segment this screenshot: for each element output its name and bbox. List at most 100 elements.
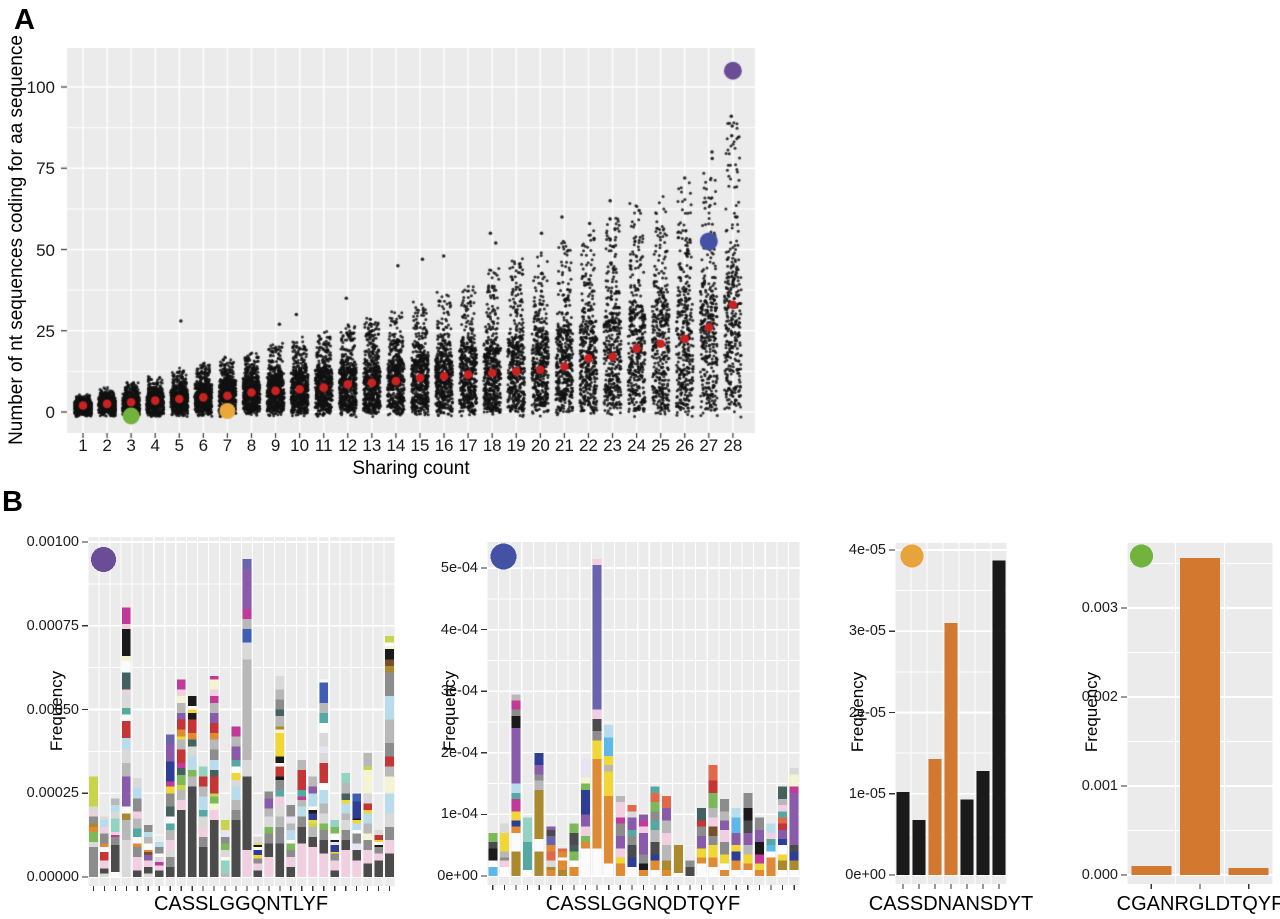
bar-segment (708, 835, 718, 846)
bar-segment (766, 857, 776, 876)
bar-segment (176, 739, 186, 750)
bar-segment (789, 786, 799, 793)
bar-segment (176, 799, 186, 810)
bar-segment (89, 816, 98, 824)
bar-segment (253, 870, 263, 877)
bar-segment (385, 853, 394, 877)
bar-segment (673, 845, 683, 873)
bar-segment (696, 820, 706, 827)
bar-segment (89, 831, 98, 842)
bar-segment (731, 860, 741, 870)
bar-segment (778, 817, 788, 824)
panel-b2-y-tick-label: 0e+00 (437, 868, 478, 884)
bar-segment (209, 810, 219, 821)
bar-segment (286, 816, 296, 824)
bar-segment (209, 722, 219, 733)
bar-segment (198, 836, 208, 847)
bar-segment (330, 853, 339, 861)
panel-a-x-tick-label: 1 (78, 436, 88, 455)
panel-b3-y-tick-label: 3e-05 (848, 623, 886, 640)
bar-segment (308, 826, 318, 837)
stacked-bar-chart-CASSLGGNQDTQYF (481, 542, 800, 890)
bar-segment (662, 808, 672, 821)
bar-segment (743, 832, 753, 846)
bar-segment (569, 860, 579, 867)
bar-segment (385, 813, 394, 827)
panel-b2-y-tick-label: 2e-04 (440, 744, 478, 761)
panel-b1-y-tick-label: 0.00075 (26, 617, 79, 634)
bar-segment (374, 853, 383, 861)
bar-segment (352, 801, 361, 819)
bar-segment (176, 774, 186, 785)
bar-segment (650, 802, 660, 812)
bar-segment (319, 789, 329, 804)
bar-segment (100, 826, 109, 834)
bar-segment (650, 860, 660, 870)
bar-segment (720, 842, 730, 855)
bar-segment (650, 811, 660, 821)
bar-segment (789, 768, 799, 775)
bar-segment (363, 803, 372, 810)
bar-segment (341, 799, 350, 804)
panel-a-y-tick-label: 0 (45, 403, 55, 422)
bar-segment (209, 749, 219, 760)
bar-segment (209, 739, 219, 750)
bar-segment (264, 798, 274, 809)
panel-a-x-tick-label: 22 (579, 436, 598, 455)
bar-segment (352, 818, 361, 821)
bar-segment (308, 786, 318, 794)
bar-segment (286, 830, 296, 841)
bar-segment (122, 689, 131, 695)
bar-segment (720, 829, 730, 843)
bar-segment (187, 719, 197, 733)
bar-segment (546, 835, 556, 846)
bar-segment (220, 836, 230, 844)
bar-segment (352, 820, 361, 824)
bar-segment (743, 869, 753, 876)
bar-segment (165, 823, 175, 831)
bar-segment (650, 829, 660, 843)
bar-segment (615, 848, 625, 858)
bar-segment (144, 825, 153, 832)
bar-segment (341, 793, 350, 800)
bar-segment (557, 869, 567, 876)
bar-segment (209, 689, 219, 697)
bar-segment (627, 857, 637, 867)
bar-segment (198, 786, 208, 797)
panel-b4-y-tick-label: 0.003 (1081, 600, 1118, 616)
bar-segment (176, 696, 186, 703)
bar-segment (341, 783, 350, 794)
bar-segment (165, 866, 175, 877)
bar-segment (275, 732, 285, 757)
panel-a-y-axis-title: Number of nt sequences coding for aa seq… (6, 35, 27, 445)
bar-segment (569, 866, 579, 876)
bar-segment (696, 826, 706, 836)
bar-segment (511, 728, 521, 784)
bar-segment (639, 832, 648, 855)
bar-segment (89, 841, 98, 847)
bar-segment (319, 803, 329, 814)
bar-segment (778, 823, 788, 830)
bar-segment (122, 624, 131, 630)
bar-segment (385, 659, 394, 666)
bar-segment (766, 845, 776, 852)
bar-segment (319, 840, 329, 854)
panel-b4-x-axis-title: CGANRGLDTQYF (1116, 893, 1280, 915)
panel-a-x-tick-label: 11 (314, 436, 333, 455)
bar-segment (363, 840, 372, 851)
bar-segment (330, 870, 339, 877)
bar-segment (363, 833, 372, 841)
bar-segment (896, 792, 910, 875)
bar-segment (662, 845, 672, 861)
bar-segment (1180, 558, 1220, 875)
bar-segment (165, 734, 175, 745)
bar-segment (557, 860, 567, 870)
bar-segment (176, 749, 186, 764)
bar-segment (187, 712, 197, 720)
bar-segment (352, 830, 361, 834)
bar-segment (209, 679, 219, 690)
bar-segment (363, 753, 372, 767)
bar-segment (569, 851, 579, 861)
bar-segment (176, 763, 186, 769)
bar-segment (534, 780, 544, 790)
